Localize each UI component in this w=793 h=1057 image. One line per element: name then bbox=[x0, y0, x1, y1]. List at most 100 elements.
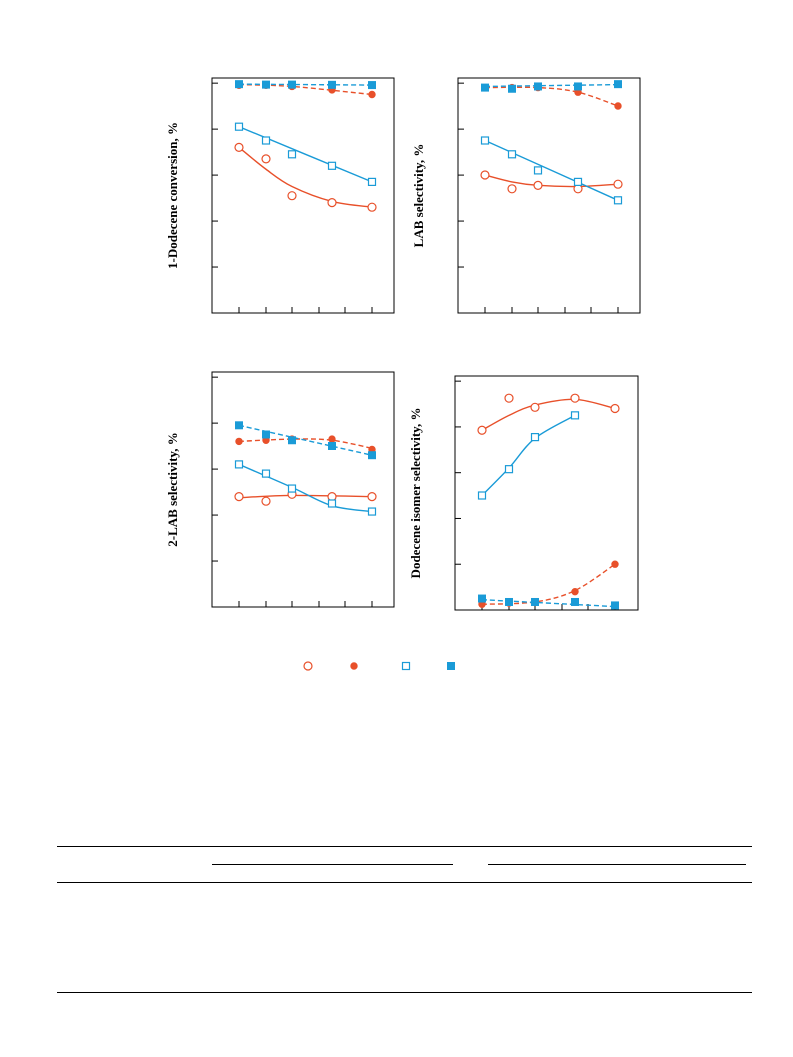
series-0-point bbox=[327, 197, 337, 208]
plot-frame bbox=[211, 371, 395, 608]
series-1-line bbox=[484, 86, 619, 107]
series-0-point bbox=[477, 425, 487, 435]
series-3-point bbox=[481, 83, 489, 92]
legend-marker-2 bbox=[401, 661, 411, 671]
y-axis-label: LAB selectivity, % bbox=[411, 144, 426, 248]
series-0-line bbox=[238, 146, 373, 208]
series-3-point bbox=[531, 597, 539, 606]
chart-svg: Dodecene isomer selectivity, % bbox=[408, 375, 639, 611]
series-1 bbox=[481, 83, 622, 110]
series-3 bbox=[481, 80, 622, 93]
series-0-point bbox=[507, 184, 517, 194]
table-bottom-rule bbox=[57, 992, 752, 993]
series-0-point bbox=[613, 179, 623, 189]
series-3-point bbox=[288, 80, 296, 89]
plot-frame bbox=[457, 77, 641, 314]
series-0-point bbox=[287, 191, 297, 201]
chart-svg: 2-LAB selectivity, % bbox=[165, 371, 395, 608]
chart-svg: LAB selectivity, % bbox=[411, 77, 641, 314]
chart-lab-selectivity: LAB selectivity, % bbox=[398, 77, 641, 323]
series-2 bbox=[477, 411, 580, 500]
series-0-point bbox=[480, 170, 490, 180]
series-2-point bbox=[573, 177, 583, 187]
series-0-point bbox=[261, 154, 271, 164]
series-2-point bbox=[507, 150, 517, 159]
series-1-point bbox=[235, 437, 243, 446]
series-0 bbox=[234, 142, 377, 212]
series-2-point bbox=[530, 433, 540, 442]
series-3-point bbox=[288, 436, 296, 445]
series-2-point bbox=[327, 161, 337, 170]
series-2-point bbox=[367, 507, 377, 516]
series-0-point bbox=[504, 393, 514, 403]
chart-svg: 1-Dodecene conversion, % bbox=[165, 77, 395, 314]
table-header-rule bbox=[57, 882, 752, 883]
series-0-point bbox=[234, 142, 244, 153]
y-axis-label: 2-LAB selectivity, % bbox=[165, 432, 180, 546]
table-group-rule-2 bbox=[488, 864, 746, 865]
series-2-point bbox=[480, 136, 490, 145]
series-0-point bbox=[367, 491, 377, 502]
series-0-point bbox=[234, 491, 244, 502]
series-2 bbox=[234, 122, 377, 187]
series-1-point bbox=[614, 102, 622, 110]
series-1 bbox=[235, 435, 376, 454]
series-3-line bbox=[484, 83, 619, 88]
series-0-point bbox=[530, 402, 540, 412]
series-1-point bbox=[571, 587, 579, 596]
series-0 bbox=[477, 393, 620, 435]
y-axis-label: 1-Dodecene conversion, % bbox=[165, 122, 180, 269]
series-1-line bbox=[238, 83, 373, 96]
series-3-point bbox=[235, 80, 243, 89]
series-3-point bbox=[328, 442, 336, 450]
series-2 bbox=[234, 460, 377, 516]
series-1-point bbox=[328, 435, 336, 443]
series-0-point bbox=[570, 393, 580, 403]
series-2-line bbox=[481, 414, 576, 496]
chart-conversion: 1-Dodecene conversion, % bbox=[152, 77, 395, 323]
plot-frame bbox=[211, 77, 395, 314]
series-0-point bbox=[367, 202, 377, 212]
series-2-point bbox=[533, 166, 543, 175]
series-2-point bbox=[477, 491, 487, 500]
series-3-point bbox=[508, 84, 516, 93]
series-2-point bbox=[327, 499, 337, 508]
chart-isomer-selectivity: Dodecene isomer selectivity, % bbox=[395, 375, 639, 620]
series-3 bbox=[235, 80, 376, 90]
series-2-point bbox=[504, 465, 514, 474]
series-3-line bbox=[238, 424, 373, 456]
series-0-line bbox=[481, 398, 616, 431]
series-0 bbox=[234, 489, 377, 506]
series-3-point bbox=[328, 80, 336, 89]
series-3-point bbox=[478, 594, 486, 603]
series-2-point bbox=[287, 150, 297, 159]
series-3-point bbox=[611, 601, 619, 610]
series-3-point bbox=[262, 430, 270, 439]
series-3-point bbox=[262, 80, 270, 89]
series-2-point bbox=[261, 469, 271, 478]
series-0-point bbox=[610, 403, 620, 414]
series-2-line bbox=[238, 126, 373, 183]
series-2-line bbox=[238, 463, 373, 513]
series-3-point bbox=[368, 81, 376, 90]
series-2-point bbox=[613, 196, 623, 205]
series-1-point bbox=[611, 560, 619, 568]
series-1-point bbox=[368, 90, 376, 99]
series-2 bbox=[480, 136, 623, 205]
series-0-line bbox=[238, 494, 373, 499]
series-3-point bbox=[505, 597, 513, 606]
series-3-point bbox=[614, 80, 622, 89]
series-2-point bbox=[367, 177, 377, 187]
legend-marker-3 bbox=[447, 662, 455, 670]
series-3-line bbox=[481, 598, 616, 608]
chart-2lab-selectivity: 2-LAB selectivity, % bbox=[152, 371, 395, 617]
series-3-point bbox=[368, 451, 376, 460]
series-2-point bbox=[234, 122, 244, 131]
series-0-point bbox=[533, 180, 543, 190]
y-axis-label: Dodecene isomer selectivity, % bbox=[408, 408, 423, 579]
series-3-point bbox=[534, 82, 542, 91]
series-0-line bbox=[484, 174, 619, 188]
series-2-point bbox=[234, 460, 244, 469]
series-0-point bbox=[261, 496, 271, 506]
plot-frame bbox=[454, 375, 639, 611]
